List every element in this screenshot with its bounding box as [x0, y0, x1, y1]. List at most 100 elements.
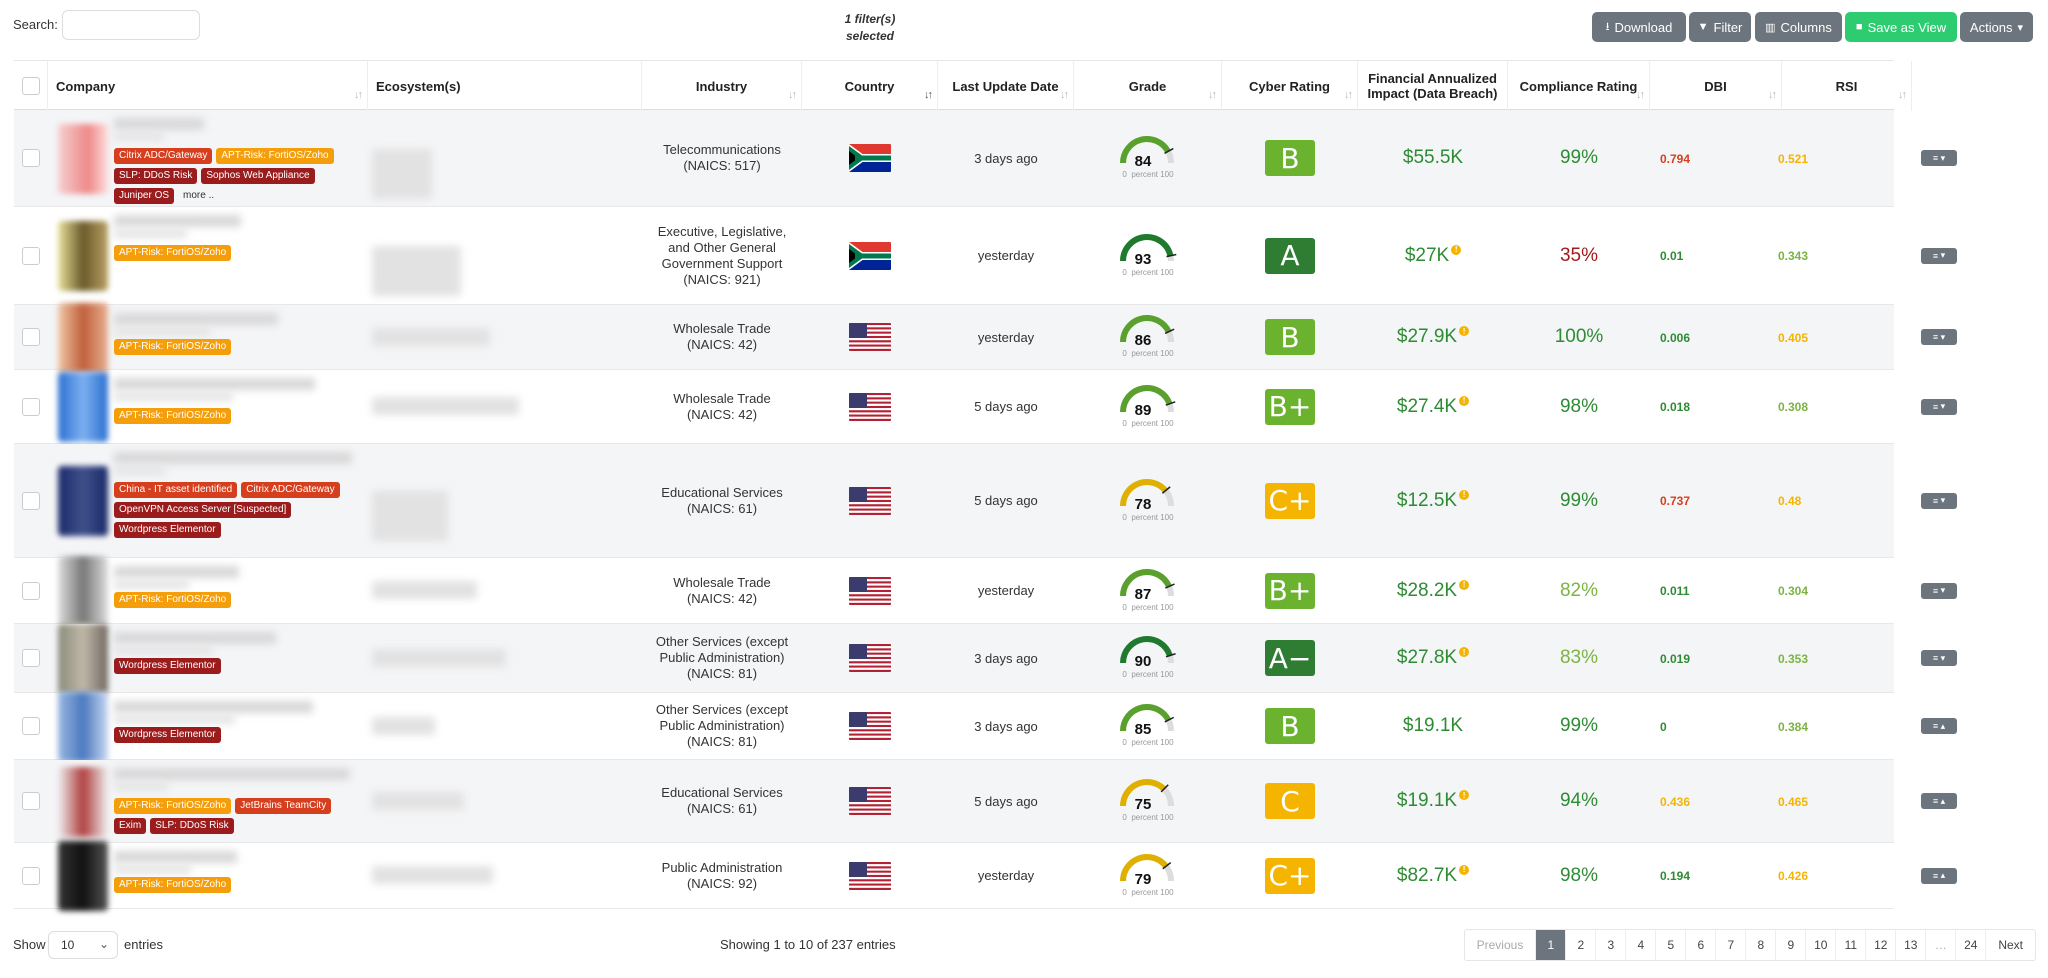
info-icon[interactable]: !: [1459, 864, 1470, 875]
table-row[interactable]: APT-Risk: FortiOS/Zoho Executive, Legisla…: [14, 207, 1957, 305]
info-icon[interactable]: !: [1459, 326, 1470, 336]
table-row[interactable]: China - IT asset identified Citrix ADC/Ga…: [14, 444, 1957, 558]
download-button[interactable]: ⭳ Download: [1592, 12, 1686, 42]
grade-cell: 90 0 percent 100: [1074, 624, 1222, 692]
cyber-rating-badge[interactable]: B: [1265, 140, 1315, 176]
col-grade[interactable]: Grade ↓↑: [1074, 61, 1222, 111]
cyber-rating-badge[interactable]: C+: [1265, 857, 1315, 894]
info-icon[interactable]: !: [1459, 790, 1470, 800]
company-name-redacted[interactable]: [114, 452, 352, 464]
row-actions-button[interactable]: ≡ ▴: [1921, 718, 1957, 734]
actions-dropdown-button[interactable]: Actions ▾: [1960, 12, 2033, 42]
page-button[interactable]: 11: [1836, 930, 1867, 960]
row-checkbox[interactable]: [22, 149, 40, 167]
page-button[interactable]: 7: [1716, 930, 1747, 960]
row-actions-button[interactable]: ≡ ▾: [1921, 398, 1957, 415]
row-checkbox[interactable]: [22, 397, 40, 416]
company-name-redacted[interactable]: [114, 378, 315, 390]
info-icon[interactable]: !: [1459, 579, 1470, 590]
page-button[interactable]: 6: [1686, 930, 1717, 960]
table-row[interactable]: Wordpress Elementor Other Services (excep…: [14, 623, 1957, 694]
row-checkbox[interactable]: [22, 866, 40, 885]
next-page-button[interactable]: Next: [1998, 938, 2023, 952]
col-compliance[interactable]: Compliance Rating ↓↑: [1508, 61, 1650, 111]
grade-gauge: 86 0 percent 100: [1113, 312, 1183, 362]
table-header: Company ↓↑ Ecosystem(s) Industry ↓↑ Countr…: [14, 60, 1912, 111]
save-as-view-button[interactable]: ■ Save as View: [1845, 12, 1957, 42]
col-dbi[interactable]: DBI ↓↑: [1650, 61, 1782, 111]
table-row[interactable]: Wordpress Elementor Other Services (excep…: [14, 691, 1957, 762]
cyber-rating-badge[interactable]: C+: [1265, 482, 1315, 519]
col-company[interactable]: Company ↓↑: [48, 61, 368, 111]
info-icon[interactable]: !: [1459, 647, 1470, 657]
row-checkbox[interactable]: [22, 649, 40, 667]
company-name-redacted[interactable]: [114, 632, 276, 644]
row-checkbox[interactable]: [22, 491, 40, 510]
row-checkbox[interactable]: [22, 328, 40, 346]
row-actions-button[interactable]: ≡ ▴: [1921, 793, 1957, 809]
row-actions-button[interactable]: ≡ ▾: [1921, 247, 1957, 264]
info-icon[interactable]: !: [1459, 395, 1470, 406]
company-name-redacted[interactable]: [114, 566, 239, 578]
table-row[interactable]: Citrix ADC/Gateway APT-Risk: FortiOS/Zoho…: [14, 110, 1957, 207]
row-actions-button[interactable]: ≡ ▾: [1921, 150, 1957, 166]
row-checkbox[interactable]: [22, 581, 40, 600]
financial-value: $82.7K: [1396, 864, 1458, 886]
info-icon[interactable]: !: [1459, 489, 1470, 500]
page-button[interactable]: 3: [1596, 930, 1627, 960]
row-checkbox[interactable]: [22, 717, 40, 735]
company-name-redacted[interactable]: [114, 701, 313, 713]
col-industry[interactable]: Industry ↓↑: [642, 61, 802, 111]
page-button[interactable]: 5: [1656, 930, 1687, 960]
page-button[interactable]: 24: [1956, 930, 1987, 960]
table-row[interactable]: APT-Risk: FortiOS/Zoho JetBrains TeamCity…: [14, 760, 1957, 843]
col-financial[interactable]: Financial Annualized Impact (Data Breach…: [1358, 61, 1508, 111]
cyber-rating-badge[interactable]: B+: [1265, 388, 1315, 425]
company-name-redacted[interactable]: [114, 215, 241, 227]
page-button[interactable]: 4: [1626, 930, 1657, 960]
col-last-update[interactable]: Last Update Date ↓↑: [938, 61, 1074, 111]
cyber-rating-badge[interactable]: A−: [1265, 640, 1315, 676]
table-row[interactable]: APT-Risk: FortiOS/Zoho Wholesale Trade (N…: [14, 370, 1957, 444]
company-name-redacted[interactable]: [114, 118, 204, 130]
page-size-select[interactable]: 10 ⌄: [48, 931, 118, 959]
col-rsi[interactable]: RSI ↓↑: [1782, 61, 1912, 111]
row-actions-button[interactable]: ≡ ▾: [1921, 650, 1957, 666]
info-icon[interactable]: !: [1451, 244, 1462, 255]
search-input[interactable]: [62, 10, 200, 40]
cyber-rating-badge[interactable]: A: [1265, 237, 1315, 274]
row-actions-button[interactable]: ≡ ▴: [1921, 867, 1957, 884]
col-country[interactable]: Country ↓↑: [802, 61, 938, 111]
company-name-redacted[interactable]: [114, 313, 278, 325]
table-row[interactable]: APT-Risk: FortiOS/Zoho Wholesale Trade (N…: [14, 302, 1957, 373]
page-button[interactable]: 13: [1896, 930, 1927, 960]
risk-tag[interactable]: more ..: [183, 190, 215, 201]
page-button[interactable]: 1: [1536, 930, 1567, 960]
page-button[interactable]: 10: [1806, 930, 1837, 960]
columns-button[interactable]: ▥ Columns: [1755, 12, 1842, 42]
page-button[interactable]: 8: [1746, 930, 1777, 960]
row-checkbox[interactable]: [22, 792, 40, 810]
select-all-checkbox[interactable]: [21, 77, 40, 95]
cyber-rating-badge[interactable]: C: [1265, 783, 1315, 819]
page-button[interactable]: 9: [1776, 930, 1807, 960]
col-ecosystems[interactable]: Ecosystem(s): [368, 61, 642, 111]
page-button[interactable]: 2: [1566, 930, 1597, 960]
row-actions-button[interactable]: ≡ ▾: [1921, 492, 1957, 509]
cyber-rating-badge[interactable]: B+: [1265, 572, 1315, 609]
row-checkbox[interactable]: [22, 246, 40, 265]
table-row[interactable]: APT-Risk: FortiOS/Zoho Public Administrat…: [14, 841, 1957, 911]
chevron-down-icon: ▾: [2017, 21, 2024, 34]
table-row[interactable]: APT-Risk: FortiOS/Zoho Wholesale Trade (N…: [14, 556, 1957, 626]
page-button[interactable]: 12: [1866, 930, 1897, 960]
cyber-rating-badge[interactable]: B: [1265, 708, 1315, 744]
cyber-rating-badge[interactable]: B: [1265, 319, 1315, 355]
row-actions-button[interactable]: ≡ ▾: [1921, 582, 1957, 599]
row-actions-button[interactable]: ≡ ▾: [1921, 329, 1957, 345]
company-name-redacted[interactable]: [114, 851, 237, 863]
company-name-redacted[interactable]: [114, 768, 350, 780]
menu-icon: ≡: [1932, 332, 1939, 342]
filter-button[interactable]: ▼ Filter: [1689, 12, 1751, 42]
industry-cell: Educational Services (NAICS: 61): [642, 444, 802, 557]
col-cyber-rating[interactable]: Cyber Rating ↓↑: [1222, 61, 1358, 111]
